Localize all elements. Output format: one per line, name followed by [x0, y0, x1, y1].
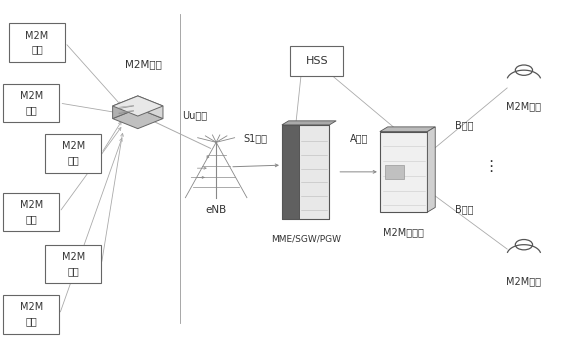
Bar: [3, 84, 59, 122]
Text: B接口: B接口: [455, 120, 473, 130]
Text: MME/SGW/PGW: MME/SGW/PGW: [270, 235, 341, 243]
Text: S1接口: S1接口: [243, 133, 268, 143]
Text: M2M网关: M2M网关: [125, 59, 162, 69]
Bar: [45, 134, 102, 173]
Bar: [385, 165, 404, 179]
Text: eNB: eNB: [205, 206, 227, 215]
Text: HSS: HSS: [306, 56, 328, 66]
Polygon shape: [380, 127, 435, 131]
Polygon shape: [113, 96, 163, 116]
Text: M2M
终端: M2M 终端: [62, 252, 85, 276]
Polygon shape: [113, 96, 138, 119]
Bar: [3, 295, 59, 334]
Bar: [380, 131, 427, 212]
Text: A接口: A接口: [350, 133, 368, 143]
Polygon shape: [113, 109, 163, 129]
Bar: [45, 245, 102, 283]
Polygon shape: [138, 96, 163, 119]
Bar: [298, 125, 329, 219]
Text: M2M服务器: M2M服务器: [383, 227, 424, 237]
Bar: [3, 193, 59, 232]
Text: M2M
终端: M2M 终端: [20, 91, 43, 115]
Bar: [282, 125, 329, 219]
Bar: [9, 23, 65, 62]
Text: M2M用户: M2M用户: [507, 276, 541, 286]
Bar: [290, 46, 343, 76]
Text: M2M用户: M2M用户: [507, 101, 541, 112]
Text: M2M
终端: M2M 终端: [25, 31, 49, 55]
Polygon shape: [282, 121, 336, 125]
Text: M2M
终端: M2M 终端: [20, 200, 43, 224]
Polygon shape: [427, 127, 435, 212]
Text: B接口: B接口: [455, 204, 473, 214]
Bar: [282, 125, 298, 219]
Text: M2M
终端: M2M 终端: [20, 303, 43, 327]
Text: M2M
终端: M2M 终端: [62, 142, 85, 165]
Text: ⋮: ⋮: [482, 159, 498, 174]
Text: Uu接口: Uu接口: [182, 110, 208, 120]
